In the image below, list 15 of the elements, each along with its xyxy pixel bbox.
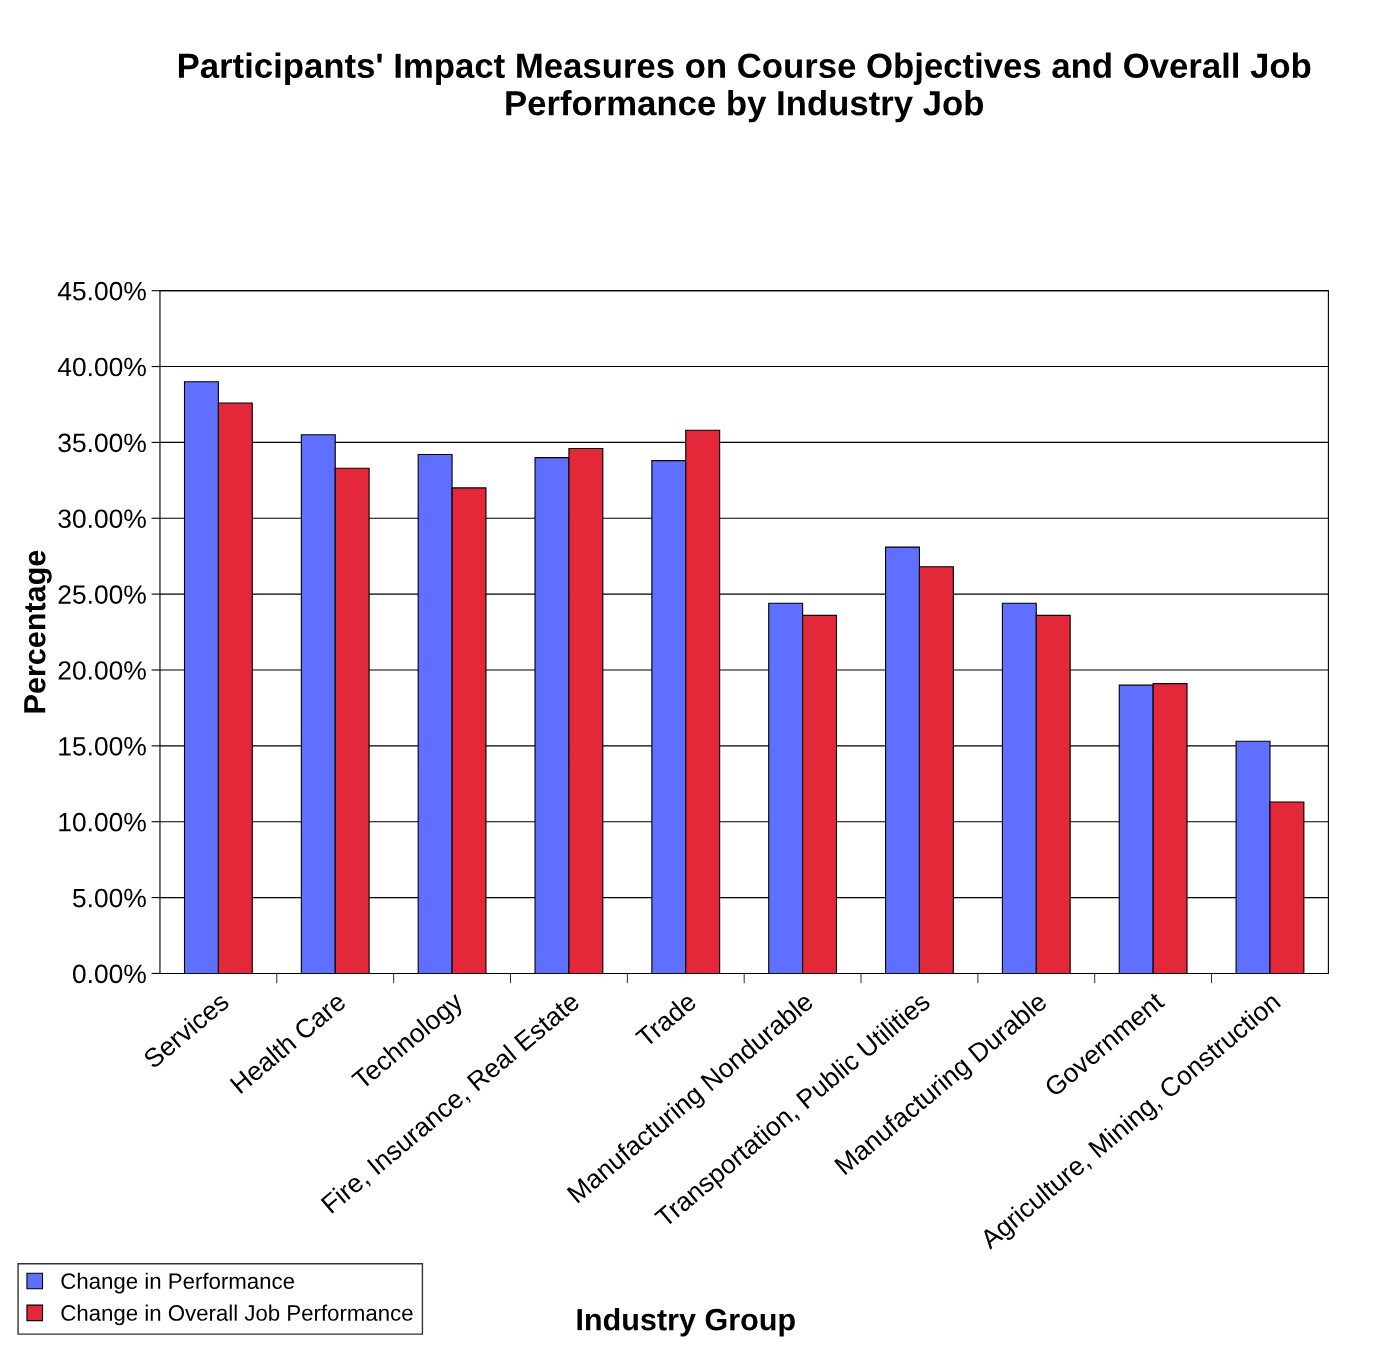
y-tick-label: 0.00% xyxy=(72,964,146,984)
y-tick-label: 35.00% xyxy=(58,433,146,453)
y-tick-label: 45.00% xyxy=(57,281,146,301)
y-axis-title: Percentage xyxy=(24,550,52,713)
y-tick-label: 20.00% xyxy=(58,661,146,680)
y-tick-label: 15.00% xyxy=(59,736,146,756)
y-tick-label: 30.00% xyxy=(58,509,146,529)
x-axis-title: Industry Group xyxy=(577,1307,795,1337)
legend-label: Change in Performance xyxy=(61,1272,294,1294)
y-tick-label: 10.00% xyxy=(59,812,146,832)
y-tick-label: 5.00% xyxy=(73,888,146,908)
legend-label: Change in Overall Job Performance xyxy=(61,1304,413,1326)
chart-title: Participants' Impact Measures on Course Objectives and Overall Job Performance by Industry Job xyxy=(178,52,1311,123)
y-tick-label: 25.00% xyxy=(58,585,146,604)
y-tick-label: 40.00% xyxy=(57,357,146,377)
